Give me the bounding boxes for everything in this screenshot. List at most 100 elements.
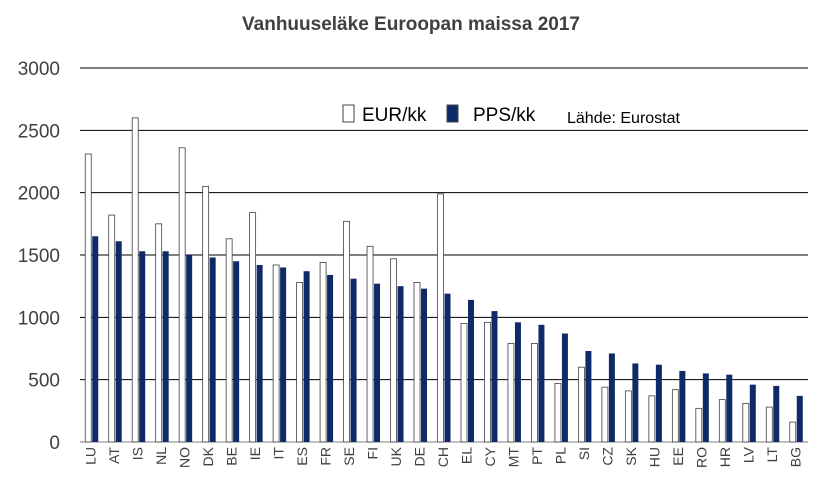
bar-eur-si bbox=[578, 366, 585, 443]
bar-pps-it bbox=[280, 267, 287, 442]
x-tick-label: CY bbox=[482, 446, 498, 466]
gridlines bbox=[80, 67, 808, 443]
bar-pps-be bbox=[233, 261, 240, 442]
x-tick-label: CH bbox=[435, 447, 451, 467]
x-axis-ticks: LU AT IS NL NO DK BE IE IT ES FR SE FI UK DE CH EL CY MT PT… bbox=[83, 446, 804, 468]
legend: EUR/kk PPS/kk bbox=[342, 104, 536, 126]
y-tick-label: 1000 bbox=[18, 308, 60, 329]
bar-pps-es bbox=[303, 271, 310, 442]
x-tick-label: MT bbox=[505, 447, 521, 468]
bar-eur-fr bbox=[319, 262, 327, 443]
bar-pps-hr bbox=[726, 374, 733, 442]
x-tick-label: BG bbox=[787, 447, 803, 467]
bar-pps-lv bbox=[749, 384, 756, 442]
legend-swatch-eur bbox=[342, 104, 355, 123]
x-tick-label: LU bbox=[83, 447, 99, 465]
bar-pps-ro bbox=[702, 373, 709, 442]
bar-pps-cz bbox=[608, 353, 615, 442]
bar-eur-dk bbox=[202, 186, 210, 443]
bar-pps-at bbox=[115, 241, 122, 442]
bar-pps-pt bbox=[538, 324, 545, 442]
bar-pps-mt bbox=[514, 322, 521, 442]
x-tick-label: LT bbox=[764, 447, 780, 463]
bar-eur-is bbox=[131, 117, 139, 443]
y-tick-label: 1500 bbox=[18, 246, 60, 267]
bar-eur-sk bbox=[624, 390, 632, 443]
y-tick-label: 2500 bbox=[18, 121, 60, 142]
source-annotation: Lähde: Eurostat bbox=[567, 110, 681, 127]
chart-title: Vanhuuseläke Euroopan maissa 2017 bbox=[242, 14, 580, 35]
bar-eur-be bbox=[225, 238, 233, 443]
x-tick-label: DE bbox=[412, 447, 428, 466]
bar-eur-de bbox=[413, 282, 421, 443]
bar-eur-nl bbox=[155, 223, 163, 443]
legend-swatch-pps bbox=[446, 104, 459, 123]
y-tick-label: 0 bbox=[49, 433, 60, 454]
x-tick-label: AT bbox=[106, 447, 122, 464]
bar-pps-nl bbox=[162, 251, 169, 442]
x-tick-label: SE bbox=[341, 447, 357, 466]
bar-eur-ro bbox=[695, 407, 703, 443]
bar-eur-bg bbox=[789, 421, 797, 443]
bar-pps-uk bbox=[397, 286, 404, 442]
bar-eur-hu bbox=[648, 395, 656, 443]
bars bbox=[84, 117, 803, 443]
y-tick-label: 2000 bbox=[18, 184, 60, 205]
y-tick-label: 3000 bbox=[18, 59, 60, 80]
bar-pps-fi bbox=[374, 283, 381, 442]
x-tick-label: PL bbox=[552, 447, 568, 464]
bar-pps-no bbox=[186, 255, 193, 442]
x-tick-label: HR bbox=[717, 447, 733, 467]
bar-pps-de bbox=[421, 288, 428, 442]
bar-pps-sk bbox=[632, 363, 639, 442]
bar-pps-bg bbox=[796, 395, 803, 442]
x-tick-label: IE bbox=[247, 447, 263, 460]
bar-eur-se bbox=[343, 220, 350, 443]
bar-eur-pl bbox=[554, 383, 562, 443]
x-tick-label: CZ bbox=[599, 447, 615, 466]
x-tick-label: SI bbox=[576, 447, 592, 460]
bar-eur-at bbox=[108, 214, 116, 443]
bar-eur-cy bbox=[484, 321, 491, 443]
bar-eur-el bbox=[460, 323, 468, 443]
bar-pps-hu bbox=[655, 364, 662, 442]
x-tick-label: EL bbox=[458, 447, 474, 464]
bar-pps-ie bbox=[256, 264, 263, 442]
bar-eur-lu bbox=[84, 153, 92, 443]
bar-pps-ee bbox=[679, 370, 686, 442]
x-tick-label: FR bbox=[318, 447, 334, 466]
bar-eur-it bbox=[272, 264, 280, 443]
x-tick-label: NL bbox=[153, 447, 169, 465]
bar-pps-si bbox=[585, 350, 592, 442]
x-tick-label: BE bbox=[224, 447, 240, 466]
x-tick-label: PT bbox=[529, 447, 545, 465]
x-tick-label: NO bbox=[177, 447, 193, 468]
x-tick-label: ES bbox=[294, 447, 310, 466]
bar-eur-pt bbox=[531, 343, 538, 443]
x-tick-label: IT bbox=[271, 447, 287, 460]
x-tick-label: LV bbox=[740, 446, 756, 463]
bar-eur-no bbox=[178, 147, 186, 443]
x-tick-label: UK bbox=[388, 446, 404, 466]
bar-pps-lt bbox=[773, 385, 780, 442]
bar-pps-se bbox=[350, 278, 357, 442]
x-tick-label: DK bbox=[200, 446, 216, 466]
bar-pps-dk bbox=[209, 257, 216, 442]
bar-eur-cz bbox=[601, 386, 609, 443]
bar-eur-lt bbox=[765, 406, 773, 443]
x-tick-label: SK bbox=[623, 446, 639, 465]
bar-eur-lv bbox=[742, 402, 750, 443]
legend-label-pps: PPS/kk bbox=[473, 105, 536, 126]
bar-pps-el bbox=[467, 299, 474, 442]
bar-pps-fr bbox=[327, 274, 334, 442]
x-tick-label: HU bbox=[646, 447, 662, 467]
bar-pps-is bbox=[139, 251, 146, 442]
bar-eur-uk bbox=[390, 258, 397, 443]
bar-eur-ch bbox=[437, 193, 444, 443]
x-tick-label: FI bbox=[365, 447, 381, 459]
bar-pps-pl bbox=[561, 333, 568, 442]
x-tick-label: RO bbox=[693, 447, 709, 468]
bar-eur-mt bbox=[507, 343, 515, 443]
bar-pps-cy bbox=[491, 311, 498, 442]
